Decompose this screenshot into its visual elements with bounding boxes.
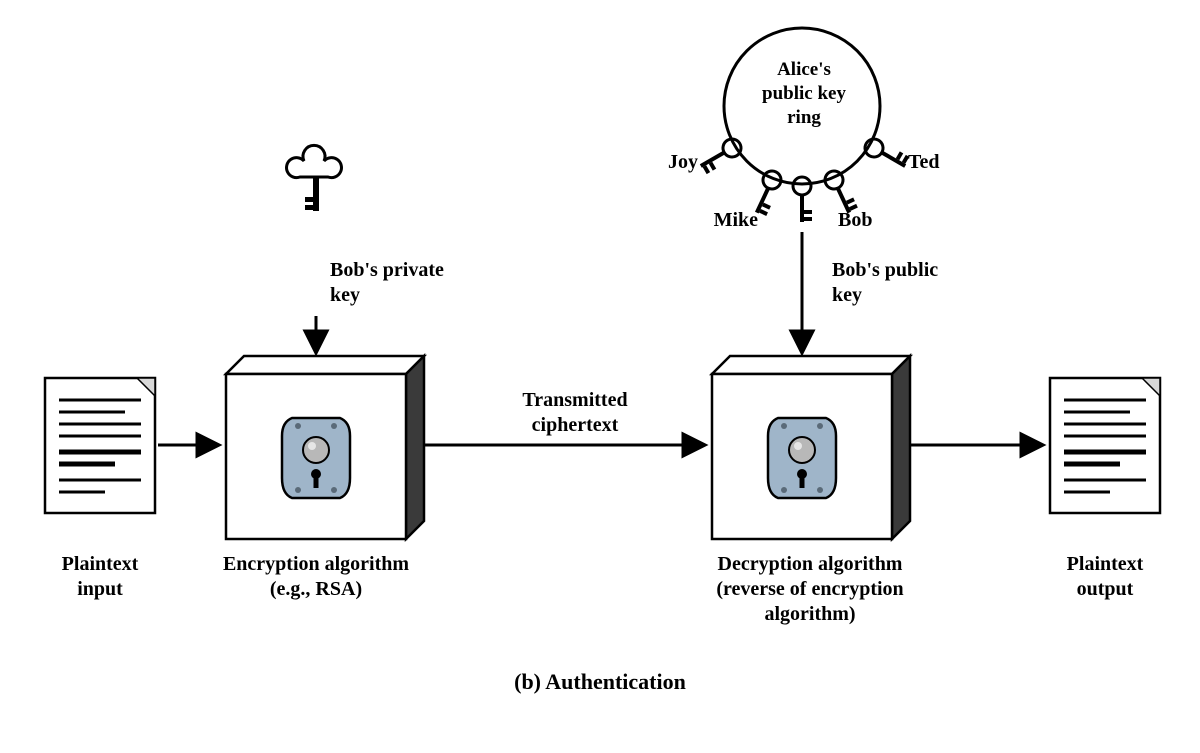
keyring-mike-label: Mike	[698, 208, 758, 233]
plaintext-input-doc-icon	[45, 378, 155, 513]
decryption-box-icon	[712, 356, 910, 539]
transmitted-ciphertext-label: Transmittedciphertext	[490, 388, 660, 438]
diagram-canvas	[0, 0, 1200, 753]
decryption-algo-label: Decryption algorithm(reverse of encrypti…	[660, 552, 960, 627]
plaintext-output-doc-icon	[1050, 378, 1160, 513]
diagram-caption: (b) Authentication	[0, 668, 1200, 696]
plaintext-input-label: Plaintextinput	[30, 552, 170, 602]
keyring-bob-label: Bob	[838, 208, 898, 233]
bobs-private-key-label: Bob's privatekey	[330, 258, 490, 308]
bobs-public-key-label: Bob's publickey	[832, 258, 992, 308]
keyring-ted-label: Ted	[908, 150, 958, 175]
encryption-algo-label: Encryption algorithm(e.g., RSA)	[186, 552, 446, 602]
keyring-joy-label: Joy	[648, 150, 698, 175]
alice-key-ring-label: Alice'spublic keyring	[746, 58, 862, 129]
private-key-icon	[287, 145, 342, 211]
plaintext-output-label: Plaintextoutput	[1030, 552, 1180, 602]
encryption-box-icon	[226, 356, 424, 539]
